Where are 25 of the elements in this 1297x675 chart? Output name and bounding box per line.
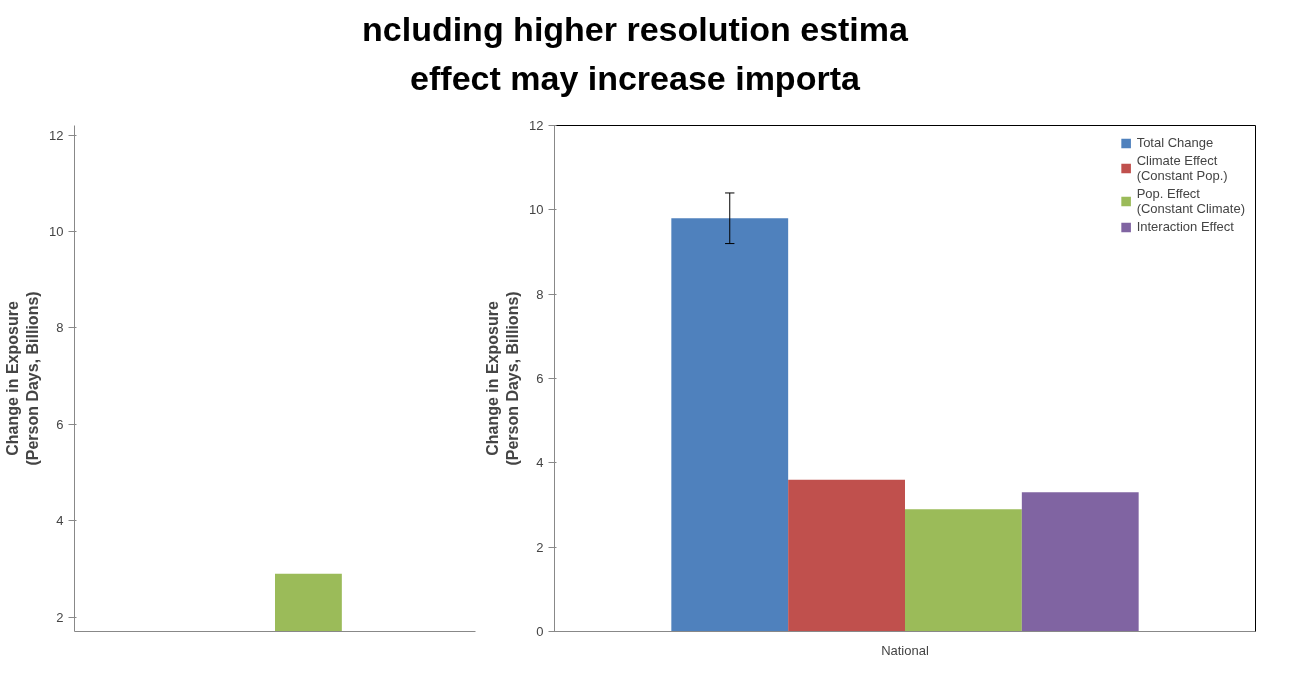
text: ncluding higher resolution estima effect may increase importa (362, 9, 908, 99)
y-tick-label: 8 (536, 286, 544, 302)
legend-label: Interaction Effect (1136, 219, 1234, 234)
y-tick-label: 2 (56, 609, 64, 625)
y-axis-title: Change in Exposure (Person Days, Billions) (3, 291, 42, 466)
y-tick-label: 4 (56, 513, 64, 529)
legend-label: Climate Effect (Constant Pop.) (1136, 153, 1228, 183)
y-tick-label: 4 (536, 455, 544, 471)
y-axis-title: Change in Exposure (Person Days, Billions) (483, 291, 522, 466)
bar (788, 479, 905, 632)
bar (905, 509, 1022, 632)
bar (671, 218, 789, 632)
y-tick-label: 6 (536, 371, 544, 386)
legend-label: Total Change (1136, 135, 1214, 150)
y-tick-label: 12 (529, 118, 544, 133)
y-tick-label: 2 (536, 539, 544, 555)
y-tick-label: 12 (49, 127, 64, 143)
y-tick-label: 6 (56, 416, 64, 432)
legend-label: Pop. Effect (Constant Climate) (1136, 186, 1245, 216)
bar (1021, 492, 1139, 632)
y-tick-label: 8 (56, 320, 64, 336)
y-tick-label: 10 (529, 202, 544, 218)
y-tick-label: 0 (536, 624, 544, 639)
x-tick-label: National (881, 642, 929, 658)
y-tick-label: 10 (49, 224, 64, 240)
